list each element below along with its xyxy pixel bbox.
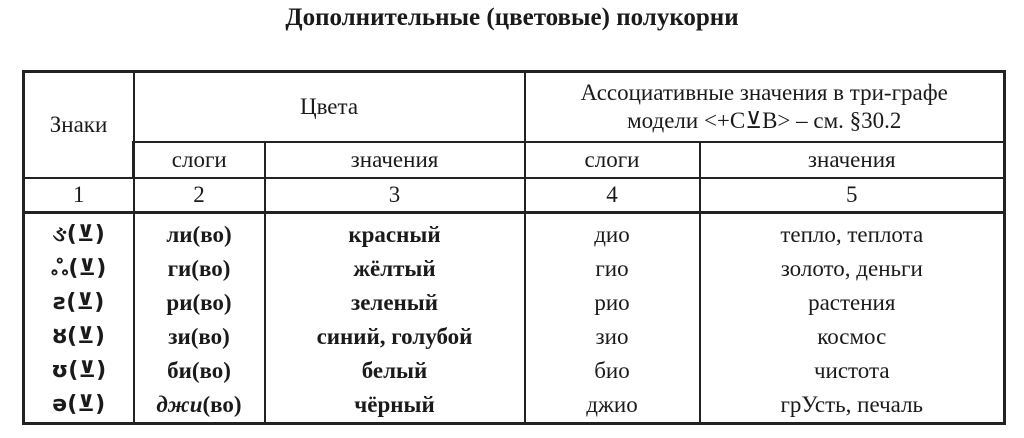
assoc-syllable: гио (523, 252, 701, 286)
header-meanings-assoc: значения (698, 141, 1007, 179)
syllable-suffix: (во) (202, 392, 242, 417)
table-row: ə(⊻) джи(во) чёрный джио грУсть, печаль (22, 388, 1007, 425)
column-number: 4 (523, 177, 701, 214)
syllable-suffix: (во) (191, 256, 231, 281)
color-meaning: зеленый (263, 286, 526, 320)
semi-roots-table: Знаки Цвета Ассоциативные значения в три… (22, 70, 1007, 425)
header-colors: Цвета (132, 70, 526, 143)
header-assoc: Ассоциативные значения в три-графе модел… (523, 70, 1007, 143)
syllable: би (167, 358, 192, 383)
syllable: ли (166, 222, 193, 247)
assoc-syllable: дио (523, 212, 701, 252)
table-row: ஃ(⊻) ги(во) жёлтый гио золото, деньги (22, 252, 1007, 286)
syllable-suffix: (во) (190, 324, 230, 349)
sign-glyph: ʊ(⊻) (22, 354, 135, 388)
column-number: 1 (22, 177, 135, 214)
color-meaning: жёлтый (263, 252, 526, 286)
syllable: джи (156, 392, 203, 417)
syllable-cell: ли(во) (132, 212, 266, 252)
color-meaning: синий, голубой (263, 320, 526, 354)
table-row: ʊ(⊻) би(во) белый био чистота (22, 354, 1007, 388)
table-row: ȣ(⊻) зи(во) синий, голубой зио космос (22, 320, 1007, 354)
table-row: ƨ(⊻) ри(во) зеленый рио растения (22, 286, 1007, 320)
syllable-suffix: (во) (192, 290, 232, 315)
column-number: 2 (132, 177, 266, 214)
color-meaning: чёрный (263, 388, 526, 425)
sign-glyph: ƨ(⊻) (22, 286, 135, 320)
assoc-meaning: чистота (698, 354, 1007, 388)
syllable-cell: ги(во) (132, 252, 266, 286)
syllable: ги (167, 256, 192, 281)
sign-glyph: ஃ(⊻) (22, 252, 135, 286)
assoc-syllable: био (523, 354, 701, 388)
header-syllables-assoc: слоги (523, 141, 701, 179)
assoc-meaning: растения (698, 286, 1007, 320)
sign-glyph: ȣ(⊻) (22, 320, 135, 354)
syllable-suffix: (во) (192, 222, 232, 247)
syllable-cell: зи(во) (132, 320, 266, 354)
column-number: 5 (698, 177, 1007, 214)
syllable: зи (168, 324, 191, 349)
header-row: Знаки Цвета Ассоциативные значения в три… (22, 70, 1007, 179)
color-meaning: белый (263, 354, 526, 388)
assoc-meaning: золото, деньги (698, 252, 1007, 286)
color-meaning: красный (263, 212, 526, 252)
subheader-row: слоги значения слоги значения (24, 141, 1007, 179)
column-number: 3 (263, 177, 526, 214)
syllable: ри (166, 290, 193, 315)
assoc-meaning: тепло, теплота (698, 212, 1007, 252)
assoc-meaning: грУсть, печаль (698, 388, 1007, 425)
column-numbers-row: 1 2 3 4 5 (22, 177, 1007, 214)
header-syllables: слоги (132, 141, 266, 179)
syllable-cell: джи(во) (132, 388, 266, 425)
header-meanings: значения (263, 141, 526, 179)
sign-glyph: ઙ(⊻) (22, 212, 135, 252)
assoc-syllable: зио (523, 320, 701, 354)
syllable-suffix: (во) (191, 358, 231, 383)
page-title: Дополнительные (цветовые) полукорни (285, 4, 739, 31)
syllable-cell: би(во) (132, 354, 266, 388)
assoc-syllable: рио (523, 286, 701, 320)
header-signs: Знаки (22, 70, 135, 179)
sign-glyph: ə(⊻) (22, 388, 135, 425)
table-row: ઙ(⊻) ли(во) красный дио тепло, теплота (22, 212, 1007, 252)
assoc-meaning: космос (698, 320, 1007, 354)
assoc-syllable: джио (523, 388, 701, 425)
syllable-cell: ри(во) (132, 286, 266, 320)
